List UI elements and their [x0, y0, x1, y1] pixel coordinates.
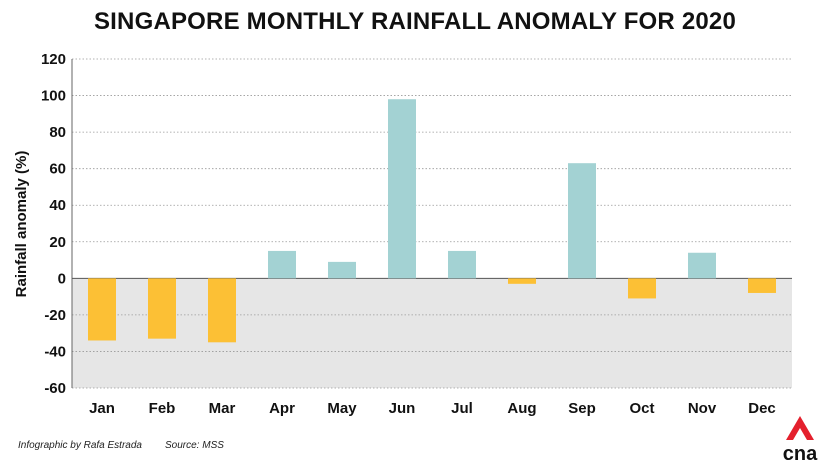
bars [88, 99, 776, 343]
chart-title: SINGAPORE MONTHLY RAINFALL ANOMALY FOR 2… [93, 8, 737, 35]
infographic-credit: Infographic by Rafa Estrada [18, 440, 142, 451]
bar-oct [628, 278, 656, 299]
y-tick-label: 20 [49, 234, 66, 251]
negative-zone [72, 278, 792, 388]
x-tick-label: Feb [149, 400, 176, 417]
bar-mar [208, 278, 236, 343]
cna-logo-icon: cna [783, 416, 818, 465]
y-tick-labels: 120 100 80 60 40 20 0 -20 -40 -60 [41, 51, 66, 397]
x-tick-label: Sep [568, 400, 596, 417]
x-tick-label: Jul [451, 400, 473, 417]
y-tick-label: 60 [49, 161, 66, 178]
gridlines [71, 58, 792, 389]
logo-wordmark: cna [783, 443, 818, 464]
source-note: Source: MSS [165, 440, 224, 451]
bar-aug [508, 278, 536, 284]
bar-jun [388, 99, 416, 279]
x-tick-label: Nov [688, 400, 717, 417]
bar-jan [88, 278, 116, 341]
bar-sep [568, 163, 596, 279]
y-tick-label: -20 [44, 307, 66, 324]
y-tick-label: 40 [49, 197, 66, 214]
y-tick-label: 80 [49, 124, 66, 141]
bar-may [328, 261, 356, 279]
cna-logo: cna [778, 410, 822, 465]
x-tick-label: Aug [507, 400, 536, 417]
x-tick-label: Apr [269, 400, 295, 417]
negative-zone-fill [72, 278, 792, 388]
y-tick-label: -60 [44, 380, 66, 397]
bar-jul [448, 250, 476, 279]
x-tick-label: Oct [629, 400, 654, 417]
bar-dec [748, 278, 776, 293]
y-tick-label: 0 [58, 270, 66, 287]
x-tick-labels: Jan Feb Mar Apr May Jun Jul Aug Sep Oct Nov Dec [89, 400, 776, 417]
x-tick-label: May [327, 400, 357, 417]
y-tick-label: 100 [41, 88, 66, 105]
y-tick-label: -40 [44, 343, 66, 360]
bar-nov [688, 252, 716, 279]
x-tick-label: Dec [748, 400, 776, 417]
y-tick-label: 120 [41, 51, 66, 68]
x-tick-label: Mar [209, 400, 236, 417]
y-axis-title: Rainfall anomaly (%) [13, 151, 30, 298]
bar-feb [148, 278, 176, 339]
x-tick-label: Jan [89, 400, 115, 417]
x-tick-label: Jun [389, 400, 416, 417]
bar-apr [268, 250, 296, 279]
